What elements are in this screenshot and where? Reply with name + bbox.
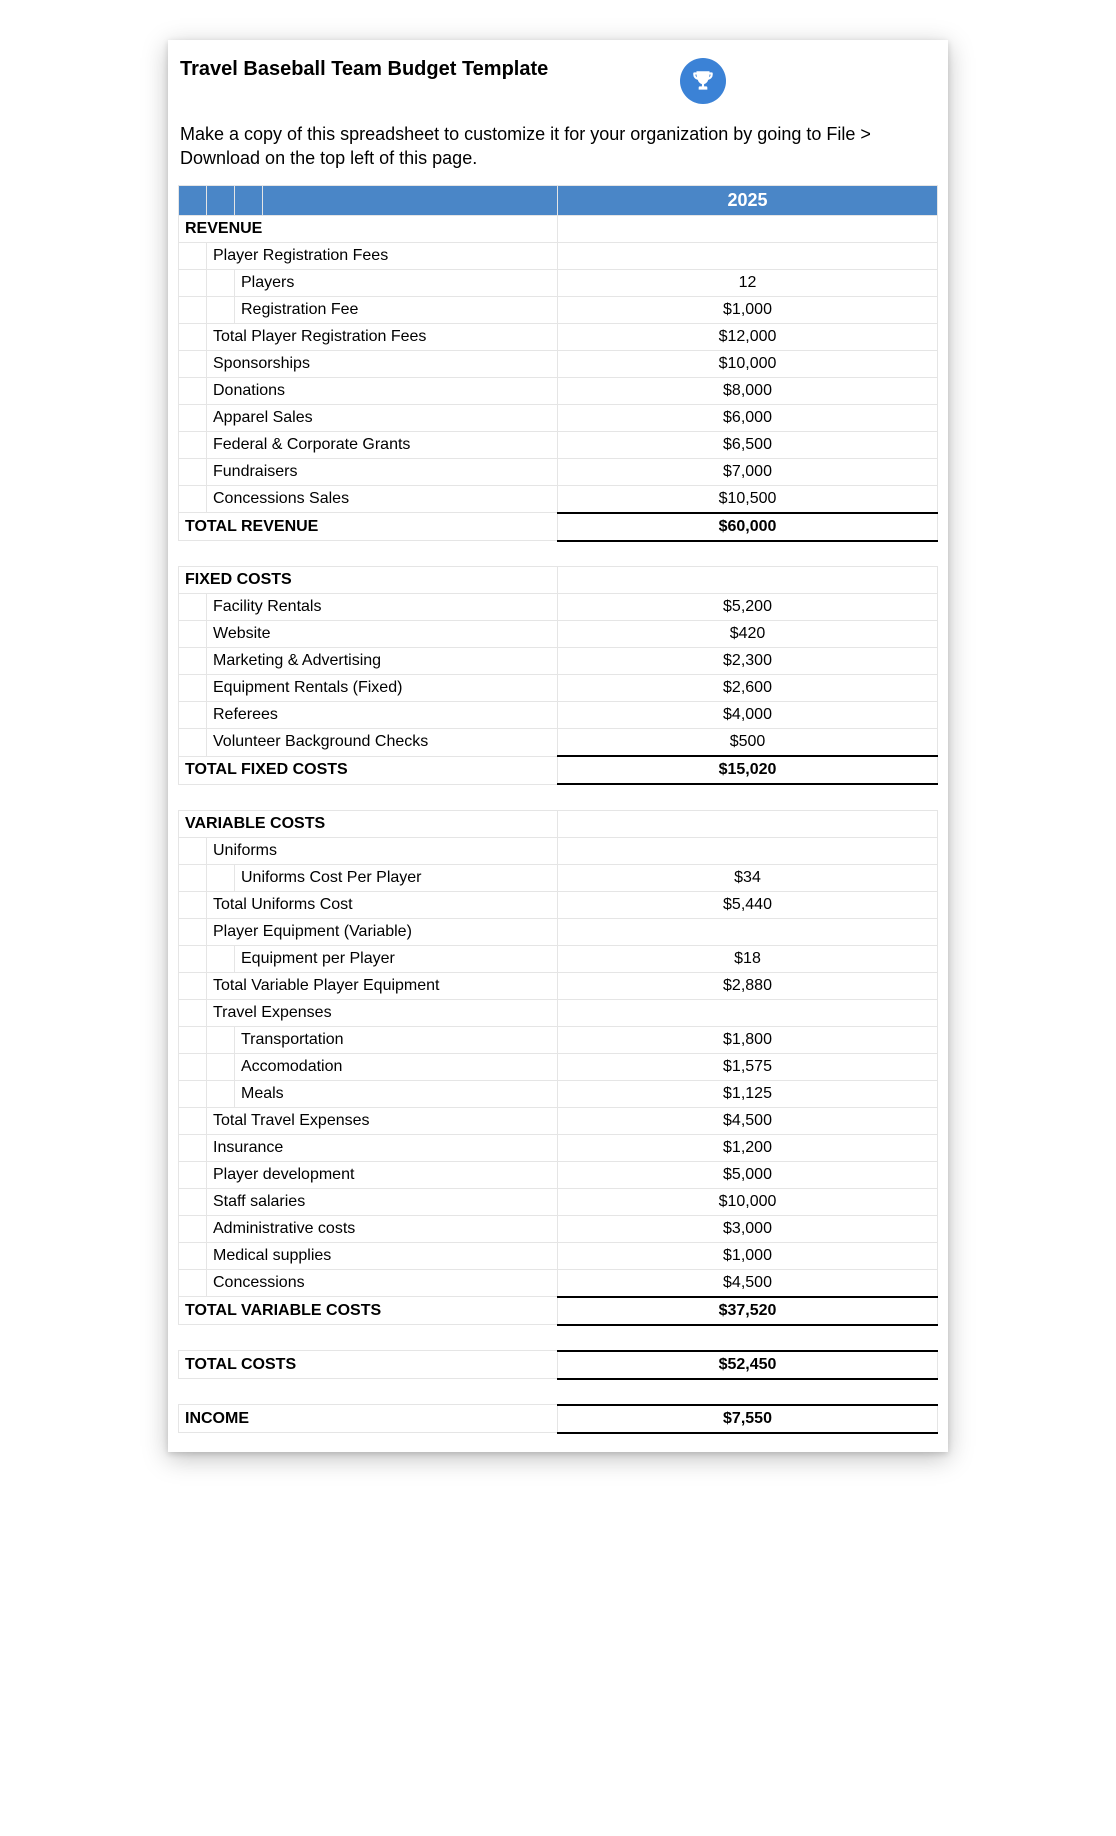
label: Equipment Rentals (Fixed) <box>207 675 558 702</box>
value: $12,000 <box>558 323 938 350</box>
value: $1,000 <box>558 1242 938 1269</box>
label: Players <box>235 269 558 296</box>
value: $2,600 <box>558 675 938 702</box>
label: Marketing & Advertising <box>207 648 558 675</box>
value: $8,000 <box>558 377 938 404</box>
value: $3,000 <box>558 1215 938 1242</box>
section-variable: VARIABLE COSTS <box>179 810 558 837</box>
total-variable-value: $37,520 <box>558 1297 938 1325</box>
label: Total Uniforms Cost <box>207 891 558 918</box>
label: Website <box>207 621 558 648</box>
total-variable-label: TOTAL VARIABLE COSTS <box>179 1297 558 1325</box>
value: $34 <box>558 864 938 891</box>
value: $1,000 <box>558 296 938 323</box>
page-title: Travel Baseball Team Budget Template <box>180 58 680 81</box>
label: Accomodation <box>235 1053 558 1080</box>
value: $4,500 <box>558 1269 938 1297</box>
value: $1,575 <box>558 1053 938 1080</box>
value: $7,000 <box>558 458 938 485</box>
label: Concessions <box>207 1269 558 1297</box>
section-fixed: FIXED COSTS <box>179 567 558 594</box>
label: Player Registration Fees <box>207 242 558 269</box>
label: Staff salaries <box>207 1188 558 1215</box>
label: Apparel Sales <box>207 404 558 431</box>
value: $6,000 <box>558 404 938 431</box>
value: $1,800 <box>558 1026 938 1053</box>
total-fixed-label: TOTAL FIXED COSTS <box>179 756 558 784</box>
value: $5,200 <box>558 594 938 621</box>
label: Volunteer Background Checks <box>207 729 558 757</box>
total-costs-label: TOTAL COSTS <box>179 1351 558 1379</box>
subtitle-text: Make a copy of this spreadsheet to custo… <box>180 122 936 171</box>
value: $5,000 <box>558 1161 938 1188</box>
label: Uniforms <box>207 837 558 864</box>
label: Total Player Registration Fees <box>207 323 558 350</box>
label: Federal & Corporate Grants <box>207 431 558 458</box>
value: $1,125 <box>558 1080 938 1107</box>
value: 12 <box>558 269 938 296</box>
label: Transportation <box>235 1026 558 1053</box>
label: Travel Expenses <box>207 999 558 1026</box>
label: Insurance <box>207 1134 558 1161</box>
value: $18 <box>558 945 938 972</box>
value: $10,000 <box>558 1188 938 1215</box>
section-revenue: REVENUE <box>179 215 558 242</box>
label: Referees <box>207 702 558 729</box>
spreadsheet-card: Travel Baseball Team Budget Template Mak… <box>168 40 948 1452</box>
value: $5,440 <box>558 891 938 918</box>
value: $4,500 <box>558 1107 938 1134</box>
label: Player Equipment (Variable) <box>207 918 558 945</box>
year-header-row: 2025 <box>179 185 938 215</box>
label: Player development <box>207 1161 558 1188</box>
total-revenue-label: TOTAL REVENUE <box>179 513 558 541</box>
total-costs-value: $52,450 <box>558 1351 938 1379</box>
label: Registration Fee <box>235 296 558 323</box>
label: Total Variable Player Equipment <box>207 972 558 999</box>
trophy-icon <box>680 58 726 104</box>
label: Total Travel Expenses <box>207 1107 558 1134</box>
income-value: $7,550 <box>558 1405 938 1433</box>
label: Uniforms Cost Per Player <box>235 864 558 891</box>
label: Administrative costs <box>207 1215 558 1242</box>
value: $10,000 <box>558 350 938 377</box>
value: $2,300 <box>558 648 938 675</box>
label: Facility Rentals <box>207 594 558 621</box>
year-header: 2025 <box>558 185 938 215</box>
label: Meals <box>235 1080 558 1107</box>
value: $500 <box>558 729 938 757</box>
label: Sponsorships <box>207 350 558 377</box>
value: $420 <box>558 621 938 648</box>
total-revenue-value: $60,000 <box>558 513 938 541</box>
income-label: INCOME <box>179 1405 558 1433</box>
total-fixed-value: $15,020 <box>558 756 938 784</box>
label: Fundraisers <box>207 458 558 485</box>
label: Equipment per Player <box>235 945 558 972</box>
budget-table: 2025 REVENUE Player Registration Fees Pl… <box>178 185 938 1434</box>
header: Travel Baseball Team Budget Template <box>178 54 938 104</box>
label: Donations <box>207 377 558 404</box>
value: $10,500 <box>558 485 938 513</box>
value: $2,880 <box>558 972 938 999</box>
label: Medical supplies <box>207 1242 558 1269</box>
label: Concessions Sales <box>207 485 558 513</box>
value: $6,500 <box>558 431 938 458</box>
value: $4,000 <box>558 702 938 729</box>
value: $1,200 <box>558 1134 938 1161</box>
